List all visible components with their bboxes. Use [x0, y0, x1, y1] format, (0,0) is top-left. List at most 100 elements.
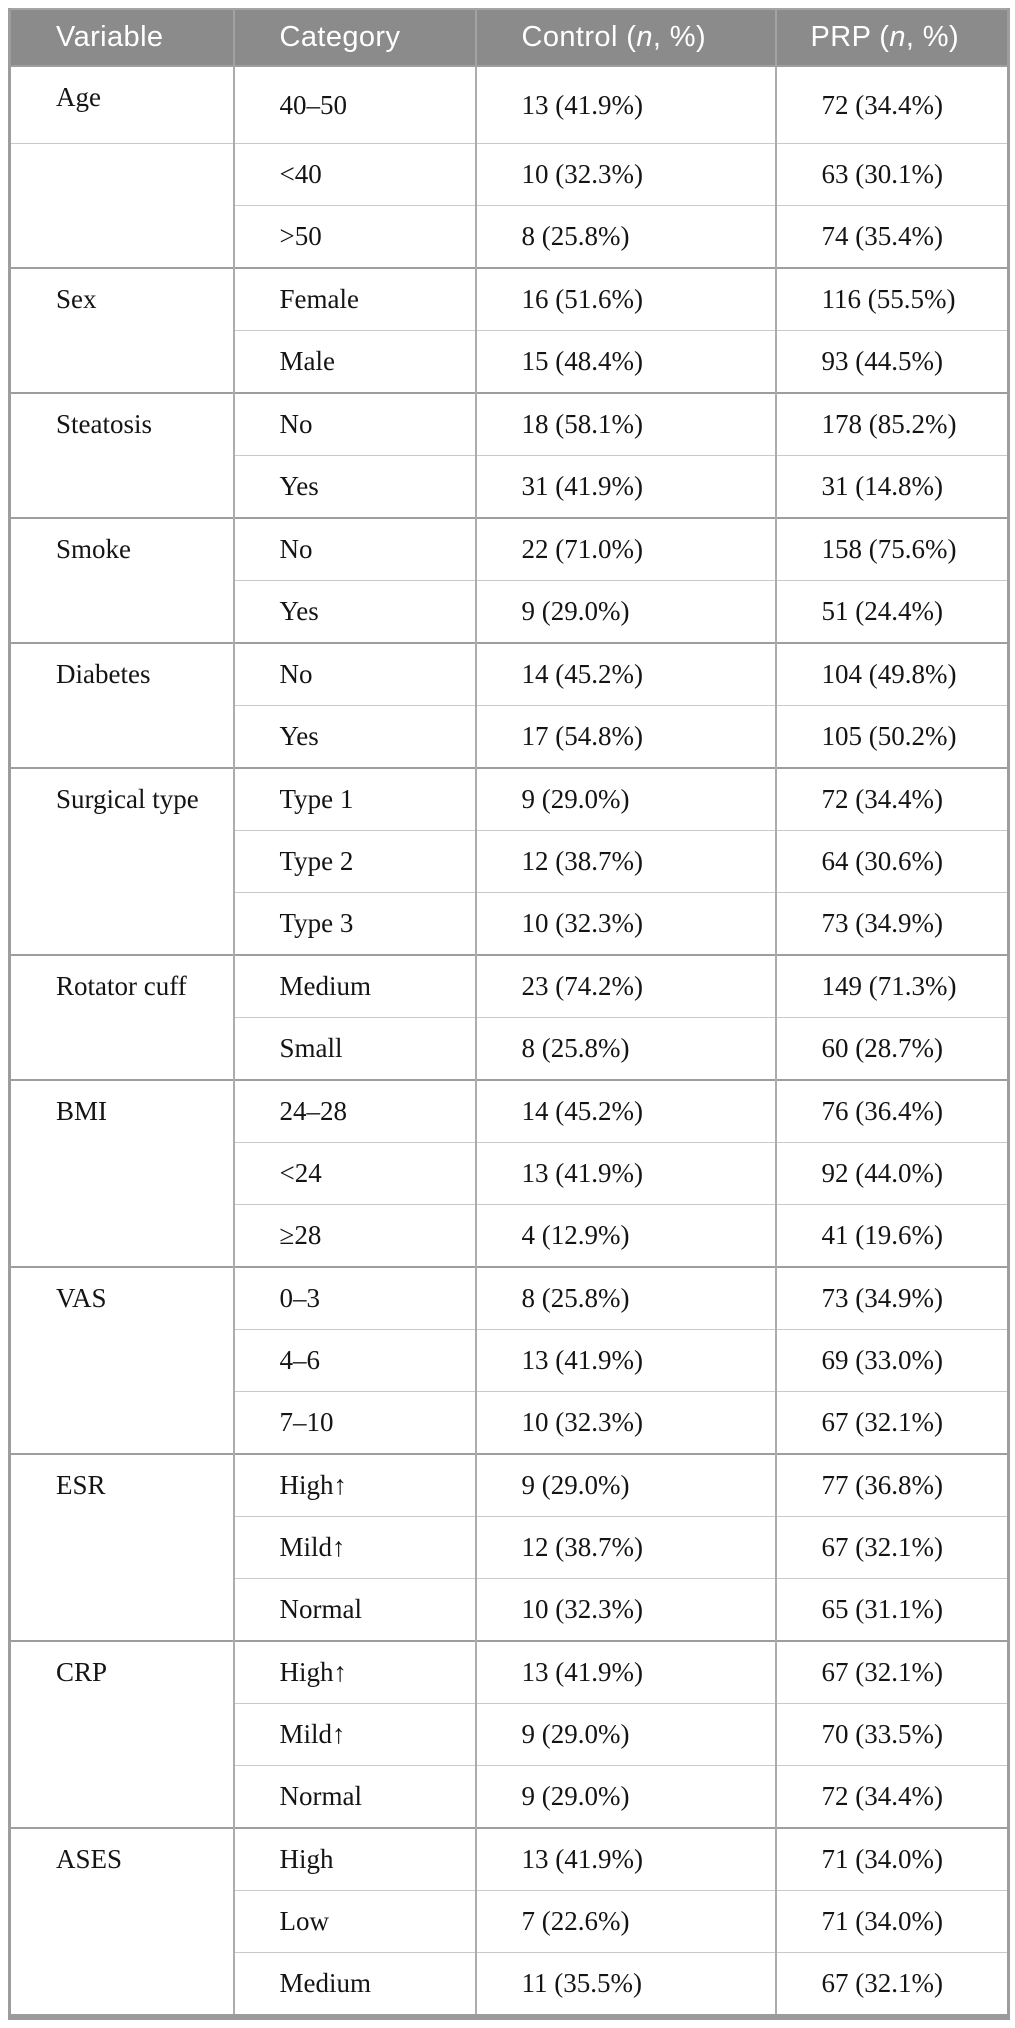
category-cell: 0–3 — [232, 1266, 476, 1330]
table-row: >50 8 (25.8%) 74 (35.4%) — [10, 205, 1009, 268]
column-header-prp-label: PRP ( — [810, 21, 890, 53]
control-cell: 10 (32.3%) — [474, 892, 776, 955]
prp-cell: 178 (85.2%) — [774, 392, 1009, 456]
table-row: Mild↑ 9 (29.0%) 70 (33.5%) — [10, 1703, 1009, 1766]
table-row: Yes 17 (54.8%) 105 (50.2%) — [10, 705, 1009, 768]
control-cell: 10 (32.3%) — [474, 143, 776, 206]
column-header-prp-n-italic: n — [889, 21, 906, 53]
category-cell: No — [232, 642, 476, 706]
prp-cell: 67 (32.1%) — [774, 1952, 1009, 2017]
category-cell: Low — [232, 1890, 476, 1953]
table-row: <40 10 (32.3%) 63 (30.1%) — [9, 143, 1009, 268]
prp-cell: 67 (32.1%) — [774, 1516, 1009, 1579]
table-row: Male 15 (48.4%) 93 (44.5%) — [10, 330, 1009, 393]
column-header-variable: Variable — [9, 9, 234, 66]
control-cell: 12 (38.7%) — [474, 1516, 776, 1579]
variable-cell-empty — [9, 143, 234, 268]
table-row: 4–6 13 (41.9%) 69 (33.0%) — [10, 1329, 1009, 1392]
prp-cell: 60 (28.7%) — [774, 1017, 1009, 1080]
table-body: Age 40–50 13 (41.9%) 72 (34.4%) <40 10 (32.3%… — [9, 65, 1009, 2017]
control-cell: 10 (32.3%) — [474, 1578, 776, 1641]
table-row: Steatosis No 18 (58.1%) 178 (85.2%) — [9, 392, 1009, 518]
category-cell: Type 1 — [232, 767, 476, 831]
prp-cell: 51 (24.4%) — [774, 580, 1009, 643]
control-cell: 9 (29.0%) — [474, 767, 776, 831]
prp-cell: 149 (71.3%) — [774, 954, 1009, 1018]
baseline-characteristics-table: Variable Category Control (n, %) PRP (n,… — [8, 8, 1010, 2020]
table-row: Mild↑ 12 (38.7%) 67 (32.1%) — [10, 1516, 1009, 1579]
table-row: 7–10 10 (32.3%) 67 (32.1%) — [10, 1391, 1009, 1454]
variable-cell: ASES — [9, 1827, 234, 2017]
prp-cell: 73 (34.9%) — [774, 892, 1009, 955]
prp-cell: 69 (33.0%) — [774, 1329, 1009, 1392]
category-cell: Yes — [232, 455, 476, 518]
control-cell: 14 (45.2%) — [474, 1079, 776, 1143]
prp-cell: 77 (36.8%) — [774, 1453, 1009, 1517]
column-header-prp: PRP (n, %) — [774, 9, 1009, 66]
prp-cell: 93 (44.5%) — [774, 330, 1009, 393]
category-cell: ≥28 — [232, 1204, 476, 1267]
table-row: Yes 31 (41.9%) 31 (14.8%) — [10, 455, 1009, 518]
column-header-variable-label: Variable — [56, 21, 164, 53]
prp-cell: 65 (31.1%) — [774, 1578, 1009, 1641]
category-cell: Type 3 — [232, 892, 476, 955]
prp-cell: 105 (50.2%) — [774, 705, 1009, 768]
control-cell: 13 (41.9%) — [474, 65, 776, 144]
control-cell: 22 (71.0%) — [474, 517, 776, 581]
control-cell: 8 (25.8%) — [474, 1017, 776, 1080]
category-cell: Male — [232, 330, 476, 393]
table-row: VAS 0–3 8 (25.8%) 73 (34.9%) — [9, 1266, 1009, 1454]
column-header-control-n-italic: n — [636, 21, 653, 53]
category-cell: Mild↑ — [232, 1703, 476, 1766]
variable-cell: Steatosis — [9, 392, 234, 518]
variable-cell: Sex — [9, 267, 234, 393]
table-row: BMI 24–28 14 (45.2%) 76 (36.4%) — [9, 1079, 1009, 1267]
category-cell: >50 — [232, 205, 476, 268]
control-cell: 9 (29.0%) — [474, 1765, 776, 1828]
prp-cell: 71 (34.0%) — [774, 1827, 1009, 1891]
control-cell: 4 (12.9%) — [474, 1204, 776, 1267]
table-row: Normal 9 (29.0%) 72 (34.4%) — [10, 1765, 1009, 1828]
category-cell: 24–28 — [232, 1079, 476, 1143]
table-row: ASES High 13 (41.9%) 71 (34.0%) — [9, 1827, 1009, 2017]
category-cell: Medium — [232, 954, 476, 1018]
variable-cell: ESR — [9, 1453, 234, 1641]
control-cell: 17 (54.8%) — [474, 705, 776, 768]
variable-cell: Rotator cuff — [9, 954, 234, 1080]
table-row: Low 7 (22.6%) 71 (34.0%) — [10, 1890, 1009, 1953]
table-row: CRP High↑ 13 (41.9%) 67 (32.1%) — [9, 1640, 1009, 1828]
variable-cell: CRP — [9, 1640, 234, 1828]
table-row: Type 2 12 (38.7%) 64 (30.6%) — [10, 830, 1009, 893]
column-header-control-label: Control ( — [521, 21, 637, 53]
column-header-control-label-suffix: , %) — [652, 21, 707, 53]
prp-cell: 64 (30.6%) — [774, 830, 1009, 893]
table-row: Yes 9 (29.0%) 51 (24.4%) — [10, 580, 1009, 643]
category-cell: Female — [232, 267, 476, 331]
prp-cell: 41 (19.6%) — [774, 1204, 1009, 1267]
table-row: Smoke No 22 (71.0%) 158 (75.6%) — [9, 517, 1009, 643]
prp-cell: 71 (34.0%) — [774, 1890, 1009, 1953]
table-header: Variable Category Control (n, %) PRP (n,… — [9, 9, 1009, 66]
variable-cell: Diabetes — [9, 642, 234, 768]
control-cell: 11 (35.5%) — [474, 1952, 776, 2017]
control-cell: 18 (58.1%) — [474, 392, 776, 456]
table-row: Rotator cuff Medium 23 (74.2%) 149 (71.3%) — [9, 954, 1009, 1080]
table-row: ≥28 4 (12.9%) 41 (19.6%) — [10, 1204, 1009, 1267]
control-cell: 9 (29.0%) — [474, 580, 776, 643]
category-cell: Yes — [232, 705, 476, 768]
control-cell: 16 (51.6%) — [474, 267, 776, 331]
control-cell: 13 (41.9%) — [474, 1329, 776, 1392]
control-cell: 7 (22.6%) — [474, 1890, 776, 1953]
table-row: Normal 10 (32.3%) 65 (31.1%) — [10, 1578, 1009, 1641]
prp-cell: 67 (32.1%) — [774, 1391, 1009, 1454]
category-cell: Normal — [232, 1765, 476, 1828]
control-cell: 10 (32.3%) — [474, 1391, 776, 1454]
prp-cell: 63 (30.1%) — [774, 143, 1009, 206]
category-cell: No — [232, 517, 476, 581]
header-row: Variable Category Control (n, %) PRP (n,… — [9, 9, 1009, 66]
table-row: Age 40–50 13 (41.9%) 72 (34.4%) — [9, 65, 1009, 144]
table-row: Diabetes No 14 (45.2%) 104 (49.8%) — [9, 642, 1009, 768]
prp-cell: 31 (14.8%) — [774, 455, 1009, 518]
